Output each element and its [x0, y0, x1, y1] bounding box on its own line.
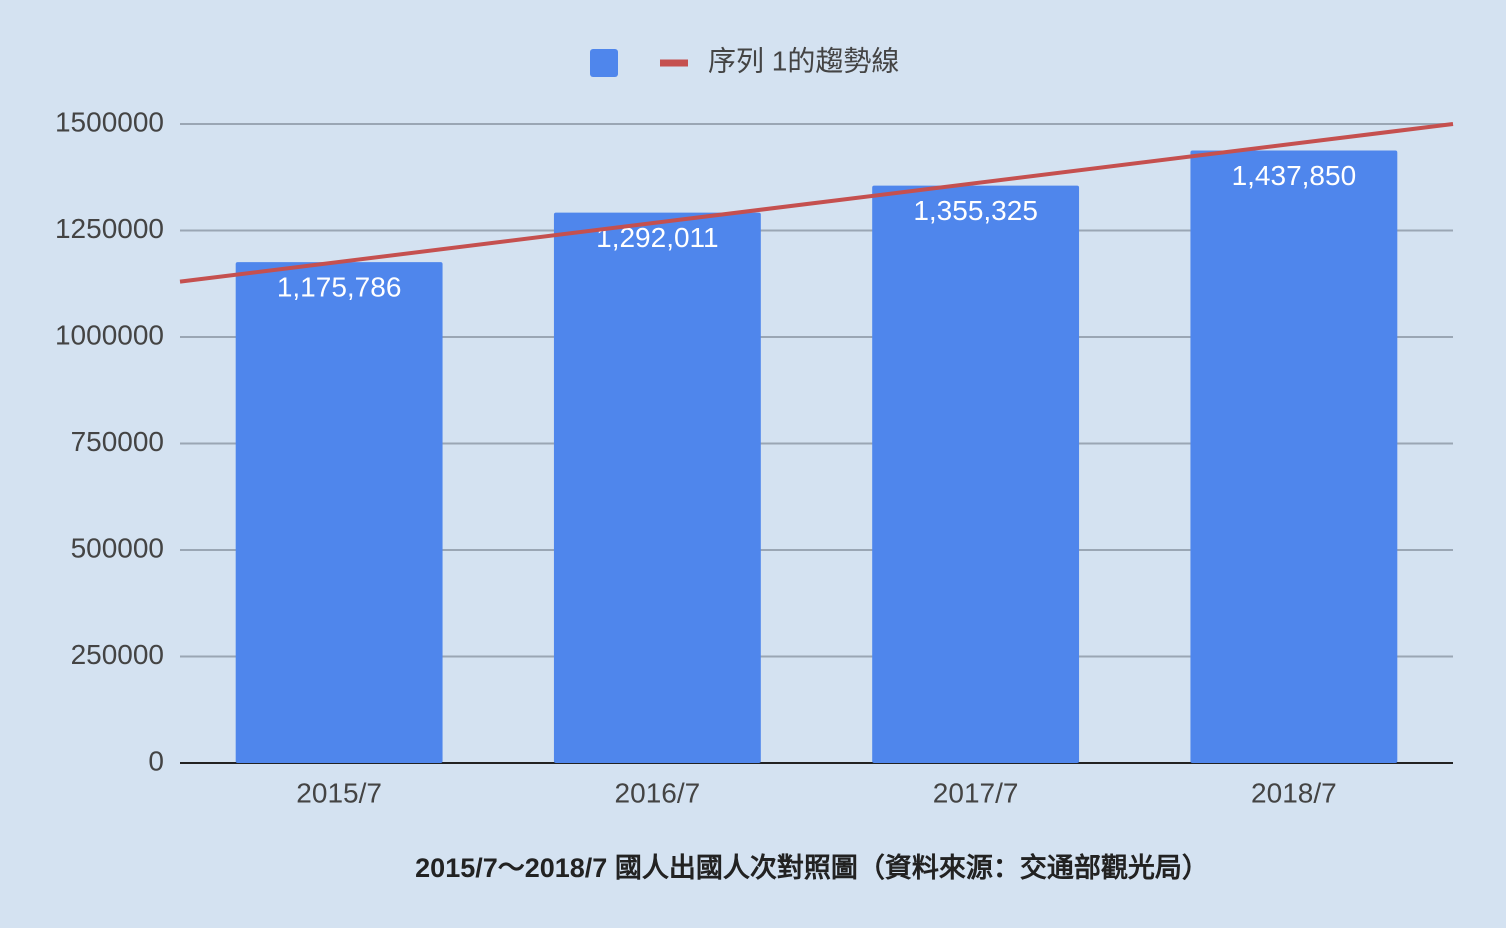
- y-tick-label: 0: [148, 745, 164, 776]
- data-label: 1,355,325: [913, 195, 1038, 226]
- data-label: 1,175,786: [277, 272, 402, 303]
- y-tick-label: 750000: [71, 426, 164, 457]
- legend-swatch: [590, 49, 618, 77]
- y-tick-label: 1000000: [55, 319, 164, 350]
- y-tick-label: 250000: [71, 639, 164, 670]
- data-label: 1,437,850: [1232, 160, 1357, 191]
- y-tick-label: 500000: [71, 532, 164, 563]
- y-tick-label: 1250000: [55, 213, 164, 244]
- x-tick-label: 2015/7: [296, 777, 382, 808]
- chart-title: 2015/7～2018/7 國人出國人次對照圖（資料來源：交通部觀光局）: [415, 852, 1209, 883]
- x-tick-label: 2016/7: [615, 777, 701, 808]
- legend-label: 序列 1的趨勢線: [708, 45, 899, 76]
- x-tick-label: 2018/7: [1251, 777, 1337, 808]
- bar: [235, 262, 443, 763]
- trendline: [179, 122, 1454, 284]
- bar: [872, 185, 1080, 764]
- bar: [1190, 150, 1398, 764]
- y-tick-label: 1500000: [55, 106, 164, 137]
- x-tick-label: 2017/7: [933, 777, 1019, 808]
- bar: [553, 212, 761, 763]
